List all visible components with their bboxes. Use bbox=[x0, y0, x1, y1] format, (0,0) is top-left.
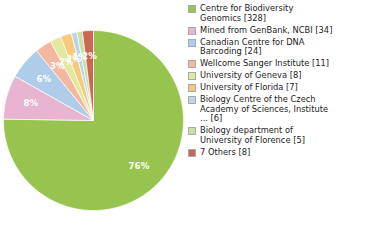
html-text:University of Florida [7]: University of Florida [7] bbox=[200, 82, 298, 93]
html-text:7 Others [8]: 7 Others [8] bbox=[200, 146, 251, 157]
svg-text:6%: 6% bbox=[37, 74, 52, 84]
html-text:Biology department of Universi: Biology department of University of Flor… bbox=[200, 125, 305, 145]
svg-text:3%: 3% bbox=[50, 61, 65, 72]
svg-text:76%: 76% bbox=[129, 161, 150, 171]
svg-text:8%: 8% bbox=[24, 98, 39, 108]
svg-text:1%: 1% bbox=[72, 52, 87, 62]
html-text:Centre for Biodiversity Genomi: Centre for Biodiversity Genomics [328] bbox=[200, 3, 294, 23]
html-text:Wellcome Sanger Institute [11]: Wellcome Sanger Institute [11] bbox=[200, 58, 330, 69]
html-text:Mined from GenBank, NCBI [34]: Mined from GenBank, NCBI [34] bbox=[200, 24, 333, 35]
html-text:University of Geneva [8]: University of Geneva [8] bbox=[200, 70, 302, 81]
html-text:Biology Centre of the Czech Ac: Biology Centre of the Czech Academy of S… bbox=[200, 94, 328, 124]
svg-text:2%: 2% bbox=[82, 51, 97, 61]
html-text:Canadian Centre for DNA Barcod: Canadian Centre for DNA Barcoding [24] bbox=[200, 36, 305, 57]
